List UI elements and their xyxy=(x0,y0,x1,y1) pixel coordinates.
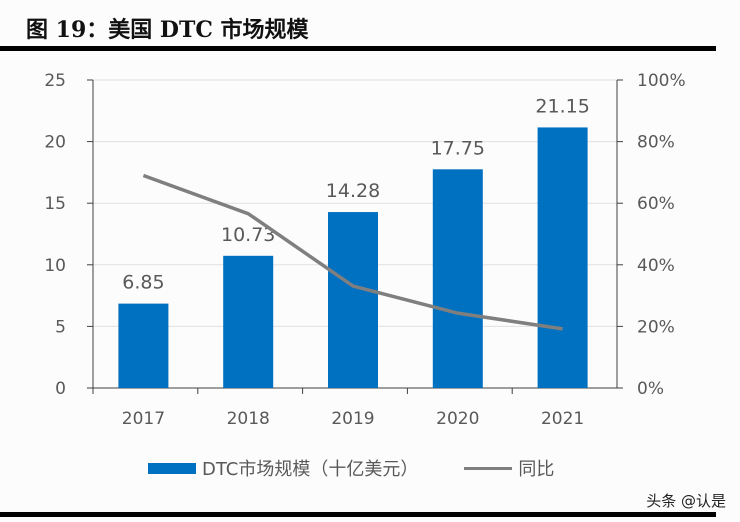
right-tick-label: 20% xyxy=(637,317,675,337)
left-tick-label: 0 xyxy=(55,379,66,399)
data-label: 6.85 xyxy=(122,272,164,294)
bar xyxy=(432,169,483,388)
data-label: 10.73 xyxy=(221,224,275,246)
x-tick-label: 2018 xyxy=(227,409,270,429)
data-label: 14.28 xyxy=(326,180,380,202)
right-tick-label: 60% xyxy=(637,194,675,214)
yoy-line xyxy=(142,173,563,331)
data-label: 17.75 xyxy=(431,137,485,159)
legend-label-bar: DTC市场规模（十亿美元） xyxy=(202,459,419,480)
right-tick-label: 40% xyxy=(637,256,675,276)
x-tick-label: 2017 xyxy=(122,409,165,429)
bar xyxy=(223,255,274,388)
bar xyxy=(537,127,588,388)
bar xyxy=(118,303,169,388)
x-tick-label: 2019 xyxy=(331,409,374,429)
x-tick-label: 2021 xyxy=(541,409,584,429)
legend-swatch-line xyxy=(464,466,513,470)
right-tick-label: 100% xyxy=(637,71,686,91)
left-tick-label: 15 xyxy=(44,194,66,214)
left-tick-label: 10 xyxy=(44,256,66,276)
left-tick-label: 25 xyxy=(44,71,66,91)
left-tick-label: 20 xyxy=(44,133,66,153)
legend-label-line: 同比 xyxy=(518,459,555,480)
bar xyxy=(328,212,378,388)
data-label: 21.15 xyxy=(535,95,589,117)
top-rule xyxy=(0,46,716,51)
figure-title: 图 19：美国 DTC 市场规模 xyxy=(26,17,309,43)
left-tick-label: 5 xyxy=(55,317,66,337)
watermark: 头条 @认是 xyxy=(646,492,726,510)
x-tick-label: 2020 xyxy=(436,409,479,429)
legend-swatch-bar xyxy=(148,462,196,474)
right-tick-label: 80% xyxy=(637,133,675,153)
right-tick-label: 0% xyxy=(637,379,664,399)
bottom-rule xyxy=(0,512,716,517)
legend: DTC市场规模（十亿美元） 同比 xyxy=(148,455,554,481)
